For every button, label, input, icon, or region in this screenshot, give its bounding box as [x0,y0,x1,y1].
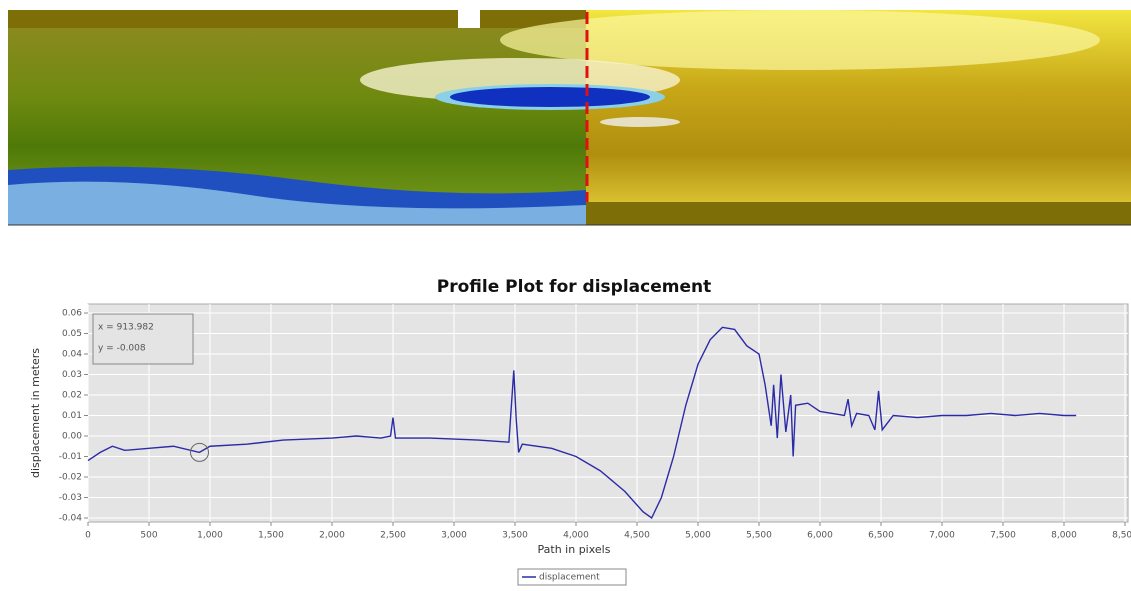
x-tick-label: 3,000 [441,531,467,541]
x-tick-label: 2,000 [319,531,345,541]
x-tick-label: 2,500 [380,531,406,541]
x-tick-label: 6,500 [868,531,894,541]
y-tick-label: 0.00 [62,432,82,442]
x-tick-label: 5,000 [685,531,711,541]
x-tick-label: 4,000 [563,531,589,541]
cursor-x: x = 913.982 [98,323,154,333]
x-axis-label: Path in pixels [538,543,611,556]
cursor-y: y = -0.008 [98,344,146,354]
x-tick-label: 8,500 [1112,531,1131,541]
y-tick-label: -0.01 [59,452,82,462]
y-tick-label: -0.04 [59,514,83,524]
x-tick-label: 0 [85,531,91,541]
cursor-box [93,314,193,364]
chart-title: Profile Plot for displacement [437,277,711,297]
x-tick-label: 8,000 [1051,531,1077,541]
legend-label: displacement [539,573,600,583]
page: {"chart_data": {"type": "line", "title":… [0,0,1131,591]
map-image [8,10,1131,225]
x-tick-label: 3,500 [502,531,528,541]
y-tick-label: 0.01 [62,411,82,421]
y-axis-label: displacement in meters [29,348,42,478]
x-tick-label: 5,500 [746,531,772,541]
y-tick-label: 0.03 [62,370,82,380]
y-tick-label: 0.02 [62,391,82,401]
x-tick-label: 1,500 [258,531,284,541]
plot-area [88,304,1128,522]
y-tick-label: -0.03 [59,493,82,503]
x-tick-label: 1,000 [197,531,223,541]
legend: displacement [518,569,626,585]
y-tick-label: -0.02 [59,473,82,483]
x-tick-label: 7,000 [929,531,955,541]
y-tick-label: 0.04 [62,350,82,360]
y-tick-label: 0.06 [62,309,82,319]
x-tick-label: 4,500 [624,531,650,541]
screenshot: Profile Plot for displacement x = 913.98… [0,0,1131,591]
x-tick-label: 500 [140,531,157,541]
x-tick-label: 7,500 [990,531,1016,541]
x-tick-label: 6,000 [807,531,833,541]
y-tick-label: 0.05 [62,329,82,339]
